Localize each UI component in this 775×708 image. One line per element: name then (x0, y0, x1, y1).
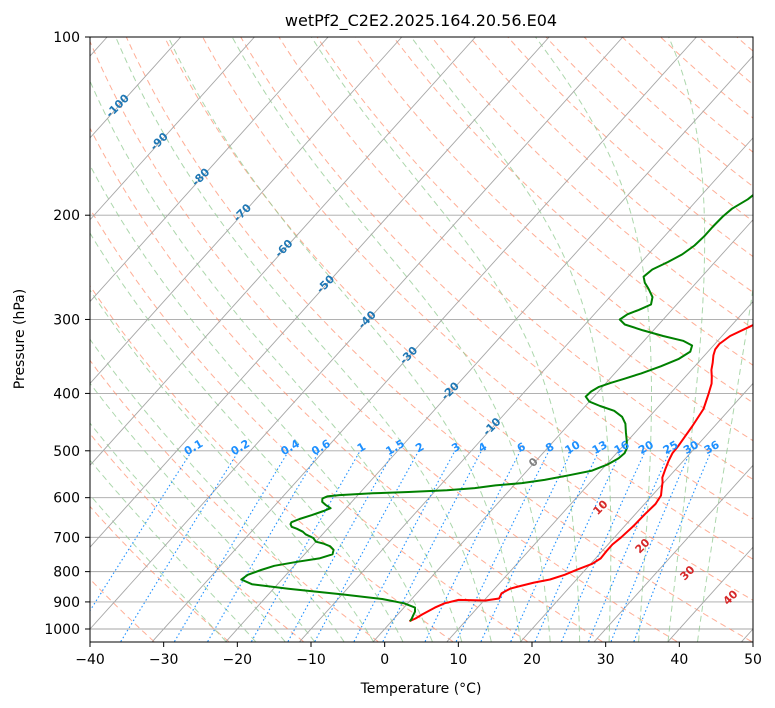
y-tick-label: 500 (53, 444, 80, 460)
mixing-ratio-line (633, 450, 712, 642)
mixing-ratio-line (314, 450, 420, 642)
moist-adiabat (90, 289, 374, 642)
y-tick-label: 1000 (44, 622, 80, 638)
axis-ticks: −40 −30 −20 −10 0 10 20 30 40 50 100 200 300 400 500 60… (44, 30, 762, 668)
isotherm-line (152, 37, 697, 642)
moist-adiabat (667, 37, 706, 642)
moist-adiabat (410, 37, 612, 642)
moist-adiabat (90, 79, 463, 642)
isotherm-line (446, 300, 753, 642)
x-tick-label: 40 (670, 652, 688, 668)
moist-adiabat (90, 459, 256, 642)
dry-adiabat (316, 37, 753, 442)
x-axis-label: Temperature (°C) (360, 681, 482, 697)
dry-adiabat (202, 37, 753, 560)
moist-adiabat (310, 37, 581, 642)
x-tick-label: 0 (380, 652, 389, 668)
dry-adiabat (431, 37, 753, 330)
y-tick-label: 300 (53, 312, 80, 328)
x-tick-label: 20 (523, 652, 541, 668)
mixing-ratio-line (90, 450, 193, 612)
isotherm-line (520, 382, 753, 642)
y-tick-label: 100 (53, 30, 80, 46)
y-tick-label: 400 (53, 386, 80, 402)
x-tick-label: −10 (296, 652, 326, 668)
x-tick-label: 10 (449, 652, 467, 668)
moist-adiabat (90, 338, 345, 642)
y-tick-label: 600 (53, 491, 80, 507)
isotherm-line (594, 464, 753, 642)
y-axis-label: Pressure (hPa) (12, 289, 28, 389)
isotherm-line (90, 37, 329, 303)
mixing-ratio-line (561, 450, 646, 642)
y-tick-label: 700 (53, 530, 80, 546)
x-tick-label: 50 (744, 652, 762, 668)
dry-adiabat (90, 40, 678, 642)
dry-adiabat (90, 284, 454, 642)
dry-adiabat (278, 37, 753, 480)
x-tick-label: −20 (223, 652, 253, 668)
isotherm-line (299, 137, 753, 642)
dry-adiabat (90, 127, 603, 642)
y-tick-label: 200 (53, 208, 80, 224)
dry-adiabat (393, 37, 753, 366)
x-tick-label: −40 (75, 652, 105, 668)
mixing-ratio-line (534, 450, 622, 642)
mixing-ratio-line (610, 450, 692, 642)
moist-adiabat (90, 422, 286, 642)
chart-title: wetPf2_C2E2.2025.164.20.56.E04 (285, 11, 557, 31)
series-layer (240, 193, 753, 623)
x-tick-label: 30 (597, 652, 615, 668)
dry-adiabat (90, 578, 155, 642)
y-tick-label: 800 (53, 565, 80, 581)
isotherm-line (90, 37, 624, 630)
isotherm-line (90, 37, 255, 221)
moist-adiabat (231, 37, 551, 642)
background-lines (90, 37, 753, 642)
dry-adiabat (163, 37, 753, 601)
x-tick-label: −30 (149, 652, 179, 668)
isotherm-line (90, 37, 550, 548)
isotherm-line (90, 37, 403, 385)
dry-adiabat (240, 37, 753, 520)
moist-adiabat (697, 285, 753, 642)
isotherm-line (90, 37, 476, 466)
isotherm-line (225, 55, 753, 642)
y-tick-label: 900 (53, 595, 80, 611)
dewpoint-profile (240, 193, 753, 622)
dry-adiabat (354, 37, 753, 404)
mixing-ratio-line (120, 450, 240, 642)
moist-adiabat (90, 382, 315, 642)
dry-adiabat (90, 433, 304, 642)
mixing-ratio-line (588, 450, 671, 642)
plot-frame (89, 36, 754, 643)
isotherm-line (373, 219, 753, 642)
moist-adiabat (90, 164, 433, 642)
mixing-ratio-line (424, 450, 521, 642)
temperature-profile (408, 323, 753, 623)
dry-adiabat (90, 505, 230, 642)
